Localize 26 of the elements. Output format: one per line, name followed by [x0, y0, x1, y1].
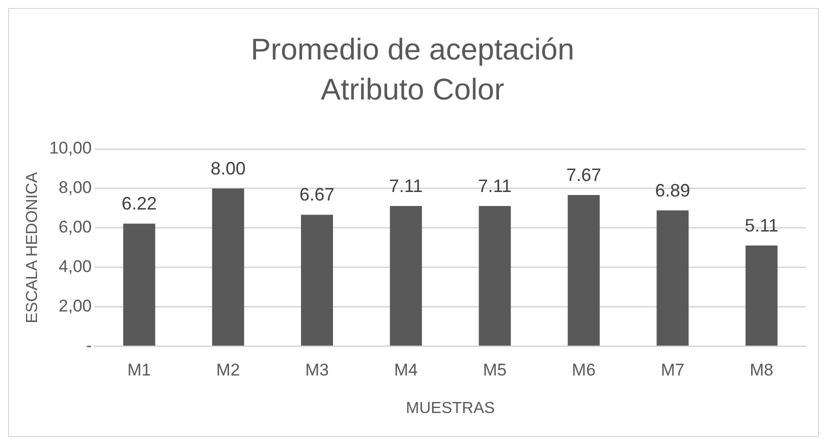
- x-tick-label: M8: [750, 360, 774, 380]
- y-axis-title: ESCALA HEDONICA: [24, 172, 42, 324]
- data-label: 7.11: [478, 176, 512, 196]
- data-label: 8.00: [210, 158, 246, 178]
- x-axis-title: MUESTRAS: [406, 400, 495, 417]
- y-tick-label: 6,00: [58, 218, 92, 237]
- data-label: 6.67: [299, 184, 335, 205]
- y-tick-label: 8,00: [58, 178, 92, 198]
- y-tick-label: 2,00: [58, 296, 92, 316]
- y-tick-label: -: [86, 336, 92, 356]
- data-label: 5.11: [744, 215, 778, 236]
- chart-subtitle: Atributo Color: [320, 73, 504, 106]
- x-tick-label: M2: [216, 360, 240, 380]
- x-tick-label: M1: [127, 360, 152, 380]
- y-tick-label: 10,00: [49, 138, 92, 158]
- x-tick-label: M3: [305, 360, 329, 380]
- x-tick-label: M6: [572, 360, 596, 380]
- data-label: 6.22: [122, 194, 157, 214]
- data-label: 7.67: [566, 164, 602, 185]
- y-tick-label: 4,00: [58, 257, 92, 276]
- x-tick-label: M4: [394, 360, 418, 380]
- data-label: 7.11: [389, 176, 423, 196]
- x-tick-label: M7: [660, 360, 684, 380]
- chart-title: Promedio de aceptación: [250, 33, 574, 66]
- data-label: 6.89: [655, 180, 690, 200]
- x-tick-label: M5: [483, 360, 507, 380]
